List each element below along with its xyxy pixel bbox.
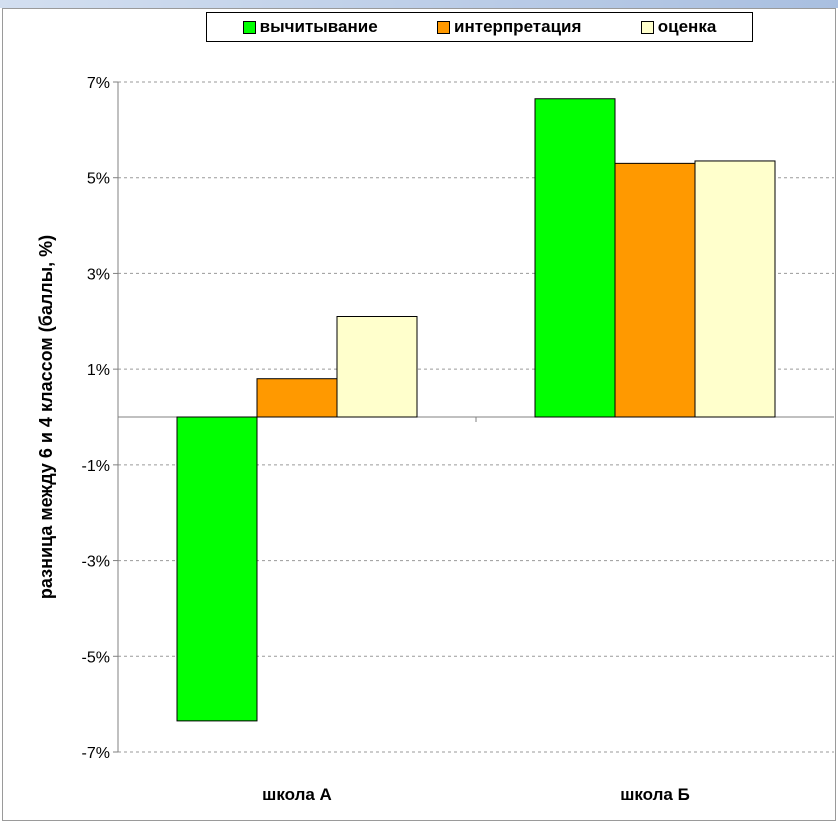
legend-item-1: интерпретация [437,17,581,37]
legend-item-2: оценка [640,17,717,37]
legend-label-2: оценка [657,17,717,36]
window-top-strip [0,0,838,8]
bars [176,98,776,722]
category-label-0: школа А [262,785,332,804]
y-tick-label-3: 1% [87,362,110,379]
bar-оценка-школа А [336,316,418,418]
y-tick-label-6: -5% [82,649,110,666]
y-tick-label-1: 5% [87,171,110,188]
y-tick-label-4: -1% [82,458,110,475]
y-tick-label-5: -3% [82,554,110,571]
bar-интерпретация-школа А [256,378,338,418]
legend-swatch-0 [242,20,256,34]
y-tick-label-2: 3% [87,266,110,283]
bar-оценка-школа Б [694,160,776,418]
bar-вычитывание-школа Б [534,98,616,418]
y-tick-label-7: -7% [82,745,110,762]
legend-label-1: интерпретация [454,17,582,36]
y-axis-title: разница между 6 и 4 классом (баллы, %) [36,235,56,599]
labels: 7% 5% 3% 1% -1% -3% -5% -7% школа А школа Б разниц… [36,75,690,804]
legend-swatch-1 [437,20,451,34]
legend-swatch-2 [640,20,654,34]
bar-вычитывание-школа А [176,416,258,722]
bar-интерпретация-школа Б [614,162,696,418]
legend-item-0: вычитывание [242,17,378,37]
y-tick-label-0: 7% [87,75,110,92]
category-label-1: школа Б [620,785,690,804]
legend: вычитывание интерпретация оценка [206,12,753,42]
legend-label-0: вычитывание [259,17,378,36]
